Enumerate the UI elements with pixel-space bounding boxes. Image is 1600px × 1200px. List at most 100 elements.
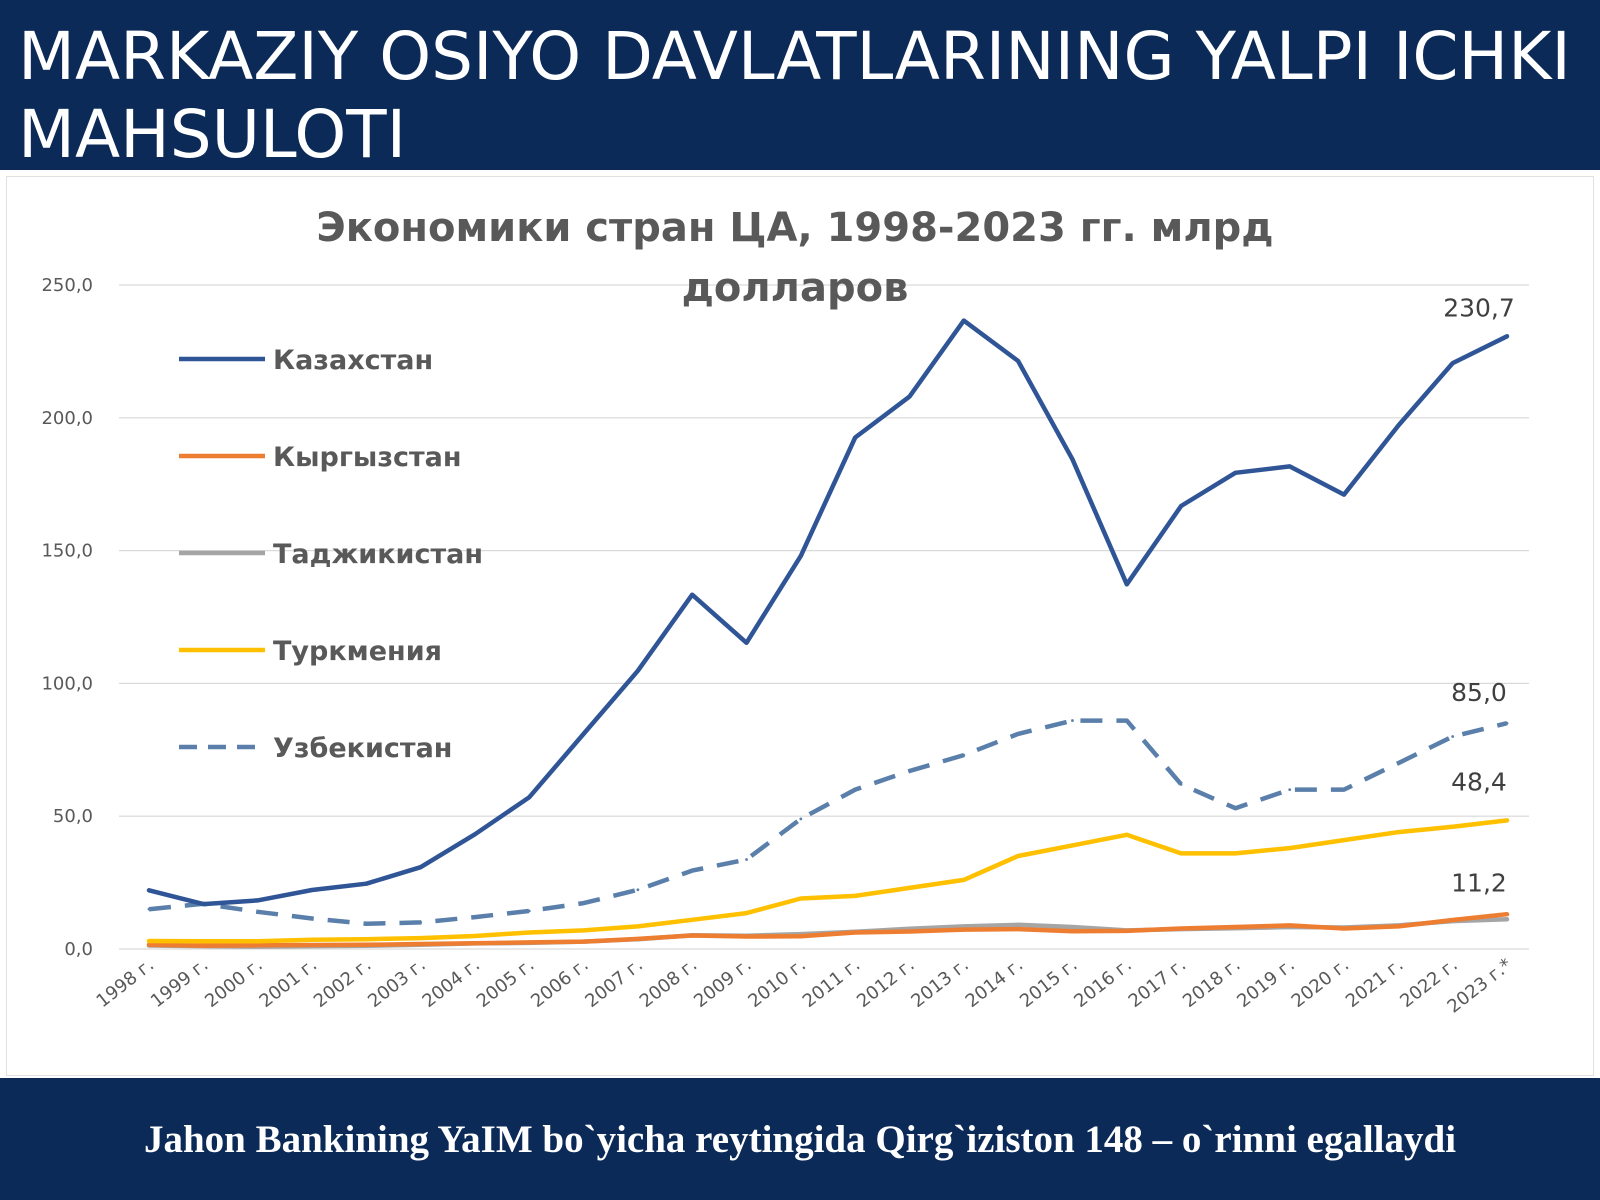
data-point [419, 942, 422, 946]
data-point [310, 888, 314, 892]
data-point [1396, 925, 1400, 928]
x-tick-label: 2002 г. [310, 954, 376, 1012]
series-points-кыргызстан [147, 912, 1509, 948]
data-point [1505, 917, 1509, 921]
data-point [1071, 457, 1074, 461]
slide-title: MARKAZIY OSIYO DAVLATLARINING YALPI ICHK… [18, 18, 1571, 173]
data-point [473, 915, 477, 919]
data-point [1179, 851, 1183, 855]
data-point [745, 911, 748, 915]
data-point [1451, 918, 1455, 922]
data-point [1125, 929, 1129, 933]
data-point [636, 937, 640, 941]
x-tick-label: 2010 г. [744, 954, 810, 1012]
x-tick-label: 2003 г. [364, 954, 430, 1012]
data-point [1234, 471, 1237, 475]
data-point [853, 931, 857, 934]
data-point [310, 943, 314, 947]
legend-label: Туркмения [273, 636, 442, 667]
data-point [1451, 361, 1455, 365]
x-tick-label: 1999 г. [147, 954, 213, 1012]
data-point [962, 878, 966, 882]
data-point [473, 941, 477, 945]
x-tick-label: 2017 г. [1125, 954, 1191, 1012]
data-point [256, 898, 260, 902]
y-axis-ticks: 0,0 50,0 100,0 150,0 200,0 250,0 [41, 275, 93, 960]
data-point [690, 869, 694, 873]
data-point [310, 917, 314, 920]
data-point [364, 882, 368, 886]
data-point [1125, 833, 1129, 837]
series-line-узбекистан [148, 718, 1508, 927]
data-point [582, 929, 585, 932]
x-tick-label: 2019 г. [1233, 954, 1299, 1012]
data-point [1125, 582, 1129, 586]
data-point [745, 858, 748, 861]
data-point [1288, 923, 1292, 927]
footer-text: Jahon Bankining YaIM bo`yicha reytingida… [143, 1117, 1457, 1161]
data-point [1071, 925, 1074, 929]
x-tick-label: 2013 г. [907, 954, 973, 1012]
x-tick-label: 2020 г. [1288, 954, 1354, 1012]
data-point [201, 902, 205, 906]
footer-bar: Jahon Bankining YaIM bo`yicha reytingida… [0, 1078, 1600, 1200]
data-point [364, 937, 368, 941]
x-tick-label: 2009 г. [690, 954, 756, 1012]
data-point [1396, 761, 1400, 765]
data-point [310, 938, 314, 942]
x-tick-label: 2018 г. [1179, 954, 1245, 1012]
data-point [527, 940, 531, 944]
data-point [419, 921, 422, 924]
chart-title-line: долларов [682, 265, 909, 311]
data-point [745, 641, 748, 645]
data-point [527, 795, 531, 799]
data-point [582, 732, 585, 736]
data-point [1179, 504, 1183, 508]
data-point [1505, 819, 1509, 822]
data-point [1342, 838, 1346, 842]
data-point [147, 939, 151, 943]
data-point [853, 788, 857, 792]
data-point [853, 894, 857, 898]
data-point [147, 888, 151, 892]
data-point [799, 934, 803, 938]
data-point [1016, 927, 1020, 931]
data-point [256, 910, 260, 914]
data-point [201, 944, 205, 948]
data-label: 48,4 [1451, 767, 1507, 796]
data-point [690, 934, 694, 937]
chart-title: Экономики стран ЦА, 1998-2023 гг. млрд до… [316, 205, 1273, 311]
data-point [1505, 334, 1509, 338]
x-tick-label: 2014 г. [962, 954, 1028, 1012]
data-point [1016, 732, 1020, 736]
x-tick-label: 2000 г. [201, 954, 267, 1012]
data-point [1342, 493, 1346, 496]
chart-frame: 0,0 50,0 100,0 150,0 200,0 250,0 1998 г. 1999 … [6, 176, 1594, 1076]
y-tick-label: 100,0 [41, 673, 93, 694]
data-point [690, 918, 694, 922]
y-tick-label: 150,0 [41, 541, 93, 562]
data-point [962, 319, 966, 322]
data-point [1234, 851, 1237, 855]
x-tick-label: 2021 г. [1342, 954, 1408, 1012]
data-point [799, 897, 803, 900]
data-point [908, 930, 911, 933]
data-point [1234, 806, 1237, 810]
data-point [419, 936, 422, 940]
data-point [582, 901, 585, 905]
series-points-туркмения [147, 819, 1509, 943]
legend-label: Кыргызстан [273, 442, 462, 473]
data-point [201, 939, 205, 943]
x-tick-label: 2004 г. [418, 954, 484, 1012]
data-point [1505, 912, 1509, 916]
data-point [908, 395, 911, 398]
data-point [473, 832, 477, 836]
data-point [1505, 721, 1509, 725]
data-point [364, 943, 368, 947]
series-points-казахстан [147, 319, 1509, 906]
x-tick-label: 1998 г. [93, 954, 159, 1012]
y-tick-label: 200,0 [41, 408, 93, 429]
data-point [1071, 929, 1074, 933]
x-tick-label: 2011 г. [799, 954, 865, 1012]
series-line-кыргызстан [146, 911, 1510, 949]
